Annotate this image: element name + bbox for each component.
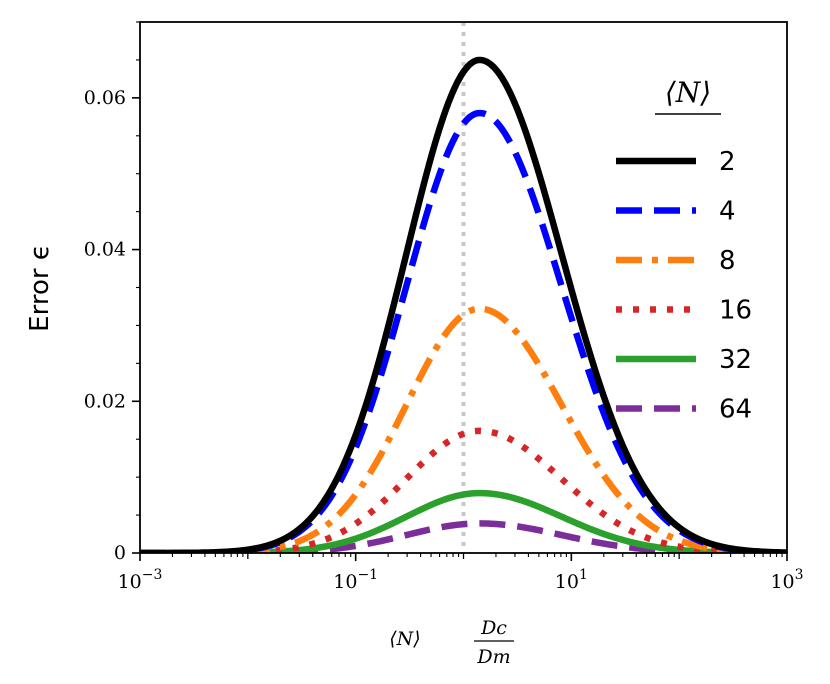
y-axis-label: Error ϵ	[25, 244, 55, 332]
x-label-denominator: Dm	[476, 646, 510, 668]
x-tick-label: 10−1	[333, 567, 378, 593]
x-axis-label-text: ⟨N⟩	[389, 628, 420, 650]
x-tick-label: 101	[555, 567, 588, 593]
legend: ⟨N⟩ 2 4 8 16 32 64	[616, 76, 752, 425]
y-tick-label: 0.04	[84, 239, 126, 261]
legend-label-32: 32	[719, 345, 752, 375]
x-axis: 10−3 10−1 101 103	[118, 553, 804, 593]
legend-label-16: 16	[719, 296, 752, 326]
y-tick-label: 0	[114, 542, 126, 564]
y-tick-label: 0.06	[84, 87, 126, 109]
y-axis: 0 0.02 0.04 0.06	[84, 21, 140, 564]
x-tick-label: 103	[770, 567, 803, 593]
legend-label-64: 64	[719, 395, 752, 425]
y-tick-label: 0.02	[84, 390, 126, 412]
legend-label-4: 4	[719, 197, 736, 227]
legend-label-2: 2	[719, 147, 736, 177]
plot-area	[139, 21, 788, 554]
x-label-numerator: Dc	[480, 617, 507, 639]
x-tick-label: 10−3	[118, 567, 163, 593]
series-line-2	[140, 56, 787, 553]
legend-title: ⟨N⟩	[665, 76, 711, 109]
x-axis-label: ⟨N⟩ Dc Dm	[389, 617, 514, 668]
legend-label-8: 8	[719, 246, 736, 276]
